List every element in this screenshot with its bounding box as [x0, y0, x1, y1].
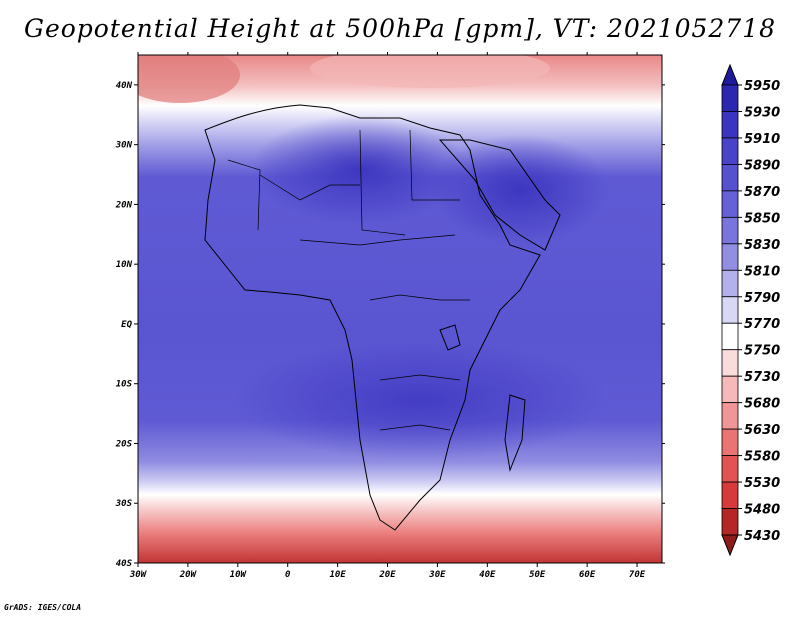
colorbar-segment	[721, 269, 739, 298]
colorbar-label: 5930	[744, 105, 780, 120]
colorbar-label: 5790	[744, 291, 780, 306]
colorbar-label: 5770	[744, 317, 780, 332]
country-borders	[227, 129, 470, 431]
colorbar-label: 5680	[744, 397, 780, 412]
colorbar-segment	[721, 216, 739, 245]
colorbar-segment	[721, 375, 739, 404]
lat-tick-label: 40N	[116, 81, 133, 91]
lon-tick-label: 70E	[629, 570, 646, 580]
colorbar-label: 5910	[744, 132, 780, 147]
colorbar-segment	[721, 243, 739, 271]
longitude-ticks: 30W 20W 10W 0 10E 20E 30E 40E 50E 60E 70E	[129, 52, 646, 580]
colorbar-segment	[721, 481, 739, 509]
colorbar: 5950 5930 5910 5890 5870 5850 5830 5810 5790 5770…	[721, 63, 780, 557]
colorbar-segment	[721, 508, 739, 536]
colorbar-label: 5890	[744, 158, 780, 173]
lat-tick-label: 20N	[115, 200, 133, 210]
colorbar-segment	[721, 322, 739, 351]
lon-tick-label: 40E	[479, 570, 496, 580]
lon-tick-label: 30W	[129, 570, 148, 580]
lon-tick-label: 10E	[329, 570, 346, 580]
lat-tick-label: 20S	[115, 439, 133, 449]
colorbar-segment	[721, 349, 739, 377]
map-frame	[137, 54, 663, 564]
lat-tick-label: EQ	[121, 320, 132, 330]
colorbar-segment	[721, 164, 739, 192]
colorbar-label: 5480	[744, 503, 780, 518]
colorbar-label: 5750	[744, 344, 780, 359]
colorbar-label: 5830	[744, 238, 780, 253]
lon-tick-label: 20W	[179, 570, 198, 580]
credit-label: GrADS: IGES/COLA	[4, 603, 82, 612]
colorbar-label: 5580	[744, 450, 780, 465]
colorbar-label: 5430	[744, 529, 780, 544]
colorbar-segment	[721, 190, 739, 218]
lat-tick-label: 30S	[115, 499, 133, 509]
lat-tick-label: 40S	[116, 559, 133, 569]
lat-tick-label: 30N	[115, 141, 133, 151]
colorbar-label: 5850	[744, 211, 780, 226]
map-title: Geopotential Height at 500hPa [gpm], VT:…	[23, 14, 777, 43]
height-field	[138, 55, 662, 563]
coastlines	[204, 104, 561, 531]
colorbar-segment	[721, 402, 739, 430]
colorbar-label: 5630	[744, 423, 780, 438]
colorbar-segment	[721, 84, 739, 112]
lon-tick-label: 60E	[579, 570, 596, 580]
colorbar-segment	[721, 111, 739, 139]
colorbar-label: 5530	[744, 476, 780, 491]
colorbar-segment	[721, 296, 739, 324]
colorbar-label: 5810	[744, 264, 780, 279]
lon-tick-label: 0	[285, 570, 291, 580]
colorbar-label: 5730	[744, 370, 780, 385]
colorbar-segment	[721, 137, 739, 165]
colorbar-top-arrow	[721, 63, 739, 86]
colorbar-bottom-arrow	[721, 534, 739, 557]
lat-tick-label: 10S	[116, 380, 133, 390]
colorbar-segment	[721, 455, 739, 483]
colorbar-label: 5950	[744, 79, 780, 94]
lon-tick-label: 50E	[529, 570, 546, 580]
lon-tick-label: 10W	[230, 570, 248, 580]
colorbar-label: 5870	[744, 185, 780, 200]
colorbar-segment	[721, 428, 739, 456]
lon-tick-label: 20E	[378, 570, 396, 580]
lat-tick-label: 10N	[116, 260, 133, 270]
lon-tick-label: 30E	[428, 570, 446, 580]
latitude-ticks: 40N 30N 20N 10N EQ 10S 20S 30S 40S	[115, 81, 665, 569]
